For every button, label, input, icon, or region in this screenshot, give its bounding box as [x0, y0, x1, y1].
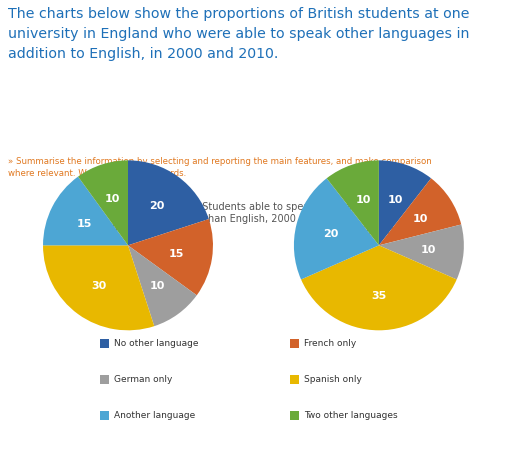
- Text: 2010: 2010: [362, 224, 394, 236]
- Text: French only: French only: [304, 338, 356, 347]
- Text: » Summarise the information by selecting and reporting the main features, and ma: » Summarise the information by selecting…: [8, 156, 432, 177]
- Text: 20: 20: [150, 201, 165, 211]
- FancyBboxPatch shape: [290, 410, 299, 419]
- FancyBboxPatch shape: [100, 375, 109, 384]
- Text: 10: 10: [420, 245, 436, 255]
- Wedge shape: [379, 225, 464, 280]
- Text: 30: 30: [92, 281, 106, 290]
- Wedge shape: [128, 220, 213, 296]
- FancyBboxPatch shape: [100, 339, 109, 348]
- Wedge shape: [379, 161, 431, 246]
- Wedge shape: [379, 179, 461, 246]
- Text: other than English, 2000 & 2010.: other than English, 2000 & 2010.: [175, 213, 337, 224]
- Text: No other language: No other language: [114, 338, 199, 347]
- Text: 10: 10: [355, 194, 371, 204]
- Wedge shape: [78, 161, 128, 246]
- Wedge shape: [128, 246, 197, 327]
- FancyBboxPatch shape: [290, 339, 299, 348]
- FancyBboxPatch shape: [100, 410, 109, 419]
- Text: German only: German only: [114, 374, 173, 383]
- Text: The charts below show the proportions of British students at one
university in E: The charts below show the proportions of…: [8, 7, 470, 61]
- Text: 10: 10: [413, 214, 428, 224]
- Wedge shape: [301, 246, 457, 331]
- Text: % of British Students able to speak languages: % of British Students able to speak lang…: [143, 202, 369, 212]
- Wedge shape: [294, 179, 379, 280]
- Text: 2000: 2000: [102, 224, 134, 236]
- Wedge shape: [327, 161, 379, 246]
- Text: 15: 15: [169, 249, 184, 258]
- Text: Two other languages: Two other languages: [304, 410, 398, 419]
- Wedge shape: [43, 246, 154, 331]
- Text: 20: 20: [324, 229, 339, 239]
- Text: 10: 10: [150, 281, 165, 290]
- Text: Another language: Another language: [114, 410, 195, 419]
- Wedge shape: [43, 177, 128, 246]
- FancyBboxPatch shape: [290, 375, 299, 384]
- Text: 35: 35: [371, 290, 387, 300]
- Text: 10: 10: [105, 194, 120, 204]
- Text: Spanish only: Spanish only: [304, 374, 362, 383]
- Text: 10: 10: [387, 194, 402, 204]
- Wedge shape: [128, 161, 209, 246]
- Text: 15: 15: [76, 218, 92, 229]
